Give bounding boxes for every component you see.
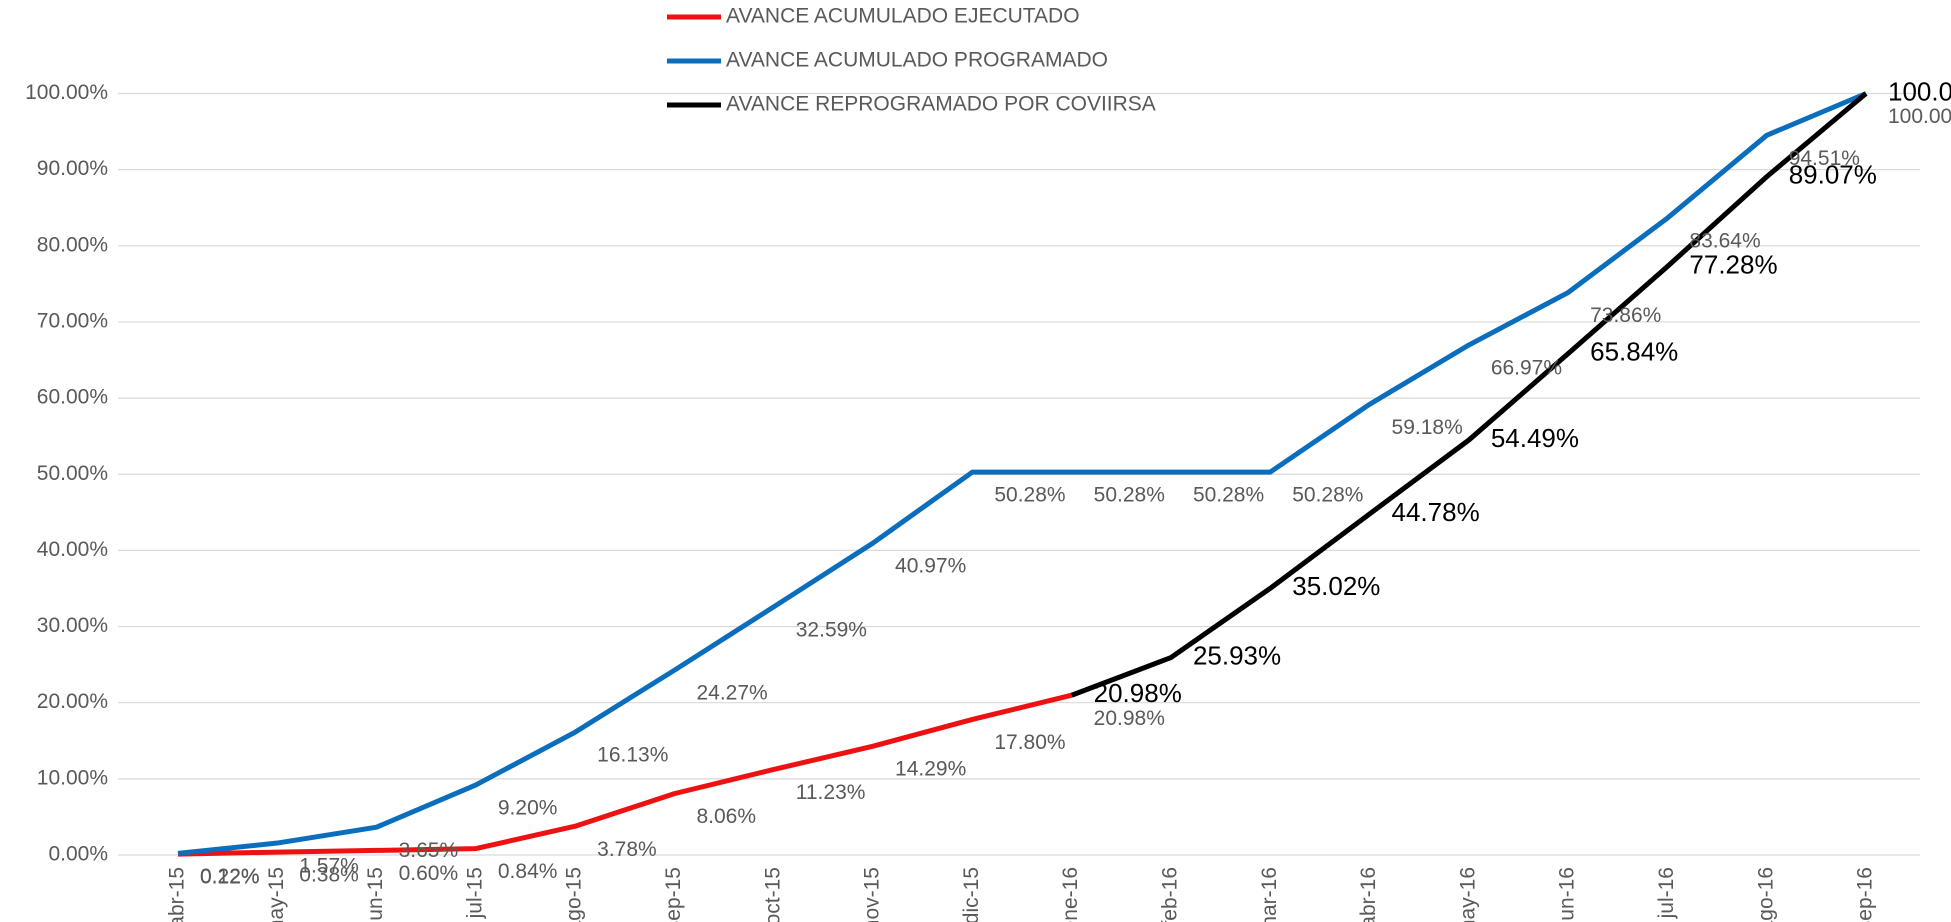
x-tick-label: ago-16 xyxy=(1754,867,1777,922)
data-label: 77.28% xyxy=(1689,249,1777,279)
y-tick-label: 20.00% xyxy=(37,690,108,713)
data-label: 25.93% xyxy=(1193,640,1281,670)
y-tick-label: 80.00% xyxy=(37,233,108,256)
data-label: 32.59% xyxy=(796,618,867,641)
data-label: 0.38% xyxy=(299,864,359,887)
x-tick-label: jul-15 xyxy=(463,867,486,919)
x-tick-label: feb-16 xyxy=(1158,867,1181,922)
data-label: 100.00% xyxy=(1888,105,1951,128)
data-label: 35.02% xyxy=(1292,571,1380,601)
data-label: 1.57% xyxy=(299,855,359,878)
data-label: 9.20% xyxy=(498,796,558,819)
x-tick-label: may-16 xyxy=(1456,867,1479,922)
data-label: 54.49% xyxy=(1491,423,1579,453)
data-label: 94.51% xyxy=(1789,147,1860,170)
series-line xyxy=(177,91,1867,856)
data-label: 44.78% xyxy=(1392,497,1480,527)
x-tick-label: sep-16 xyxy=(1854,867,1877,922)
data-label: 17.80% xyxy=(994,731,1065,754)
data-label: 83.64% xyxy=(1689,230,1760,253)
y-tick-label: 60.00% xyxy=(37,386,108,409)
x-tick-label: ene-16 xyxy=(1059,867,1082,922)
data-label: 100.00% xyxy=(1888,76,1951,106)
y-tick-label: 0.00% xyxy=(48,843,108,866)
x-tick-label: nov-15 xyxy=(861,867,884,922)
legend-label: AVANCE ACUMULADO EJECUTADO xyxy=(726,5,1080,28)
data-label: 59.18% xyxy=(1392,416,1463,439)
data-label: 0.22% xyxy=(200,865,260,888)
x-tick-label: jun-15 xyxy=(364,867,387,922)
x-tick-label: may-15 xyxy=(265,867,288,922)
y-tick-label: 40.00% xyxy=(37,538,108,561)
data-label: 73.86% xyxy=(1590,304,1661,327)
data-label: 89.07% xyxy=(1789,160,1877,190)
data-label: 20.98% xyxy=(1094,678,1182,708)
data-label: 0.60% xyxy=(399,862,459,885)
data-label: 50.28% xyxy=(1292,484,1363,507)
data-label: 65.84% xyxy=(1590,337,1678,367)
series-line xyxy=(1070,91,1868,698)
data-label: 50.28% xyxy=(1094,484,1165,507)
data-label: 0.84% xyxy=(498,860,558,883)
legend-label: AVANCE ACUMULADO PROGRAMADO xyxy=(726,49,1108,72)
x-tick-label: abr-16 xyxy=(1357,867,1380,922)
y-tick-label: 70.00% xyxy=(37,309,108,332)
series-line xyxy=(177,692,1073,857)
x-tick-label: mar-16 xyxy=(1258,867,1281,922)
data-label: 16.13% xyxy=(597,744,668,767)
data-label: 50.28% xyxy=(994,484,1065,507)
x-tick-label: dic-15 xyxy=(960,867,983,922)
data-label: 3.65% xyxy=(399,839,459,862)
data-label: 14.29% xyxy=(895,758,966,781)
data-label: 40.97% xyxy=(895,555,966,578)
data-label: 11.23% xyxy=(796,781,866,804)
data-label: 3.78% xyxy=(597,838,657,861)
data-label: 8.06% xyxy=(696,805,756,828)
y-tick-label: 50.00% xyxy=(37,462,108,485)
data-label: 0.12% xyxy=(200,866,260,889)
data-label: 20.98% xyxy=(1094,707,1165,730)
data-label: 50.28% xyxy=(1193,484,1264,507)
data-label: 24.27% xyxy=(696,682,767,705)
y-tick-label: 30.00% xyxy=(37,614,108,637)
x-tick-label: sep-15 xyxy=(662,867,685,922)
y-tick-label: 10.00% xyxy=(37,766,108,789)
legend-label: AVANCE REPROGRAMADO POR COVIIRSA xyxy=(726,93,1156,116)
y-tick-label: 100.00% xyxy=(25,81,108,104)
y-tick-label: 90.00% xyxy=(37,157,108,180)
x-tick-label: ago-15 xyxy=(563,867,586,922)
x-tick-label: jun-16 xyxy=(1556,867,1579,922)
x-tick-label: abr-15 xyxy=(166,867,189,922)
data-label: 66.97% xyxy=(1491,357,1562,380)
x-tick-label: oct-15 xyxy=(761,867,784,922)
x-tick-label: jul-16 xyxy=(1655,867,1678,919)
